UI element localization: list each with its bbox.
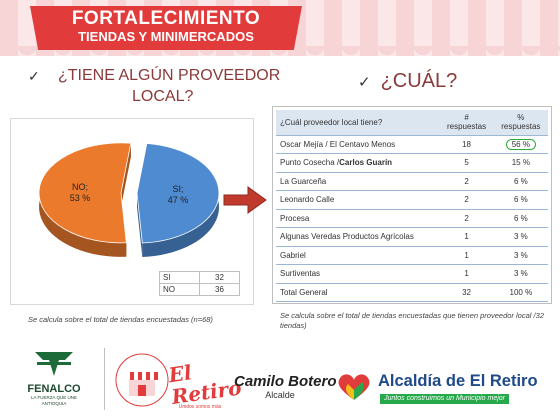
fenalco-tagline: LA FUERZA QUE UNE: [30, 395, 77, 400]
legend-row: NO 36: [159, 283, 240, 296]
provider-count: 1: [439, 246, 494, 265]
page-subtitle: TIENDAS Y MINIMERCADOS: [78, 29, 254, 44]
provider-name: Procesa: [276, 209, 440, 228]
right-question-text: ¿CUÁL?: [380, 70, 458, 92]
provider-name: Surtiventas: [276, 264, 440, 284]
check-icon: ✓: [358, 74, 371, 91]
pie-slice-si: [136, 143, 220, 244]
table-header-row: ¿Cuál proveedor local tiene? # respuestas…: [276, 110, 548, 136]
column-header-count: # respuestas: [439, 110, 494, 136]
provider-count: 5: [439, 153, 494, 173]
fortalecimiento-store-icon: [115, 353, 169, 407]
alcaldia-logo: Alcaldía de El Retiro Juntos construimos…: [334, 370, 549, 410]
table-total-row: Total General 32 100 %: [276, 283, 548, 302]
provider-name: Gabriel: [276, 246, 440, 265]
legend-value: 32: [199, 271, 240, 284]
chart-legend-table: SI 32 NO 36: [159, 271, 240, 296]
total-percent: 100 %: [493, 283, 548, 302]
provider-percent: 56 %: [493, 135, 548, 154]
right-question: ✓ ¿CUÁL?: [358, 70, 457, 93]
provider-count: 2: [439, 209, 494, 228]
total-count: 32: [439, 283, 494, 302]
legend-value: 36: [199, 283, 240, 296]
mayor-name: Camilo Botero: [234, 373, 337, 390]
table-row: Oscar Mejía / El Centavo Menos 18 56 %: [276, 135, 548, 154]
provider-name: Leonardo Calle: [276, 190, 440, 210]
footer-divider: [104, 348, 105, 410]
provider-name: Punto Cosecha /Carlos Guarín: [276, 153, 440, 173]
pie-chart-panel: SI; 47 % NO; 53 % SI 32 NO 36: [10, 118, 254, 305]
providers-table: ¿Cuál proveedor local tiene? # respuestas…: [276, 110, 548, 302]
heart-icon: [338, 374, 370, 400]
camilo-botero-logo: Camilo Botero Alcalde: [234, 373, 337, 401]
table-row: Surtiventas 1 3 %: [276, 264, 548, 284]
provider-count: 1: [439, 227, 494, 247]
slice-label: NO;: [72, 182, 88, 192]
slice-percent-label: 47 %: [168, 195, 189, 205]
column-header-percent: % respuestas: [493, 110, 548, 136]
provider-percent: 15 %: [493, 153, 548, 173]
title-banner: FORTALECIMIENTO TIENDAS Y MINIMERCADOS: [30, 6, 302, 50]
left-footnote: Se calcula sobre el total de tiendas enc…: [28, 315, 213, 324]
fenalco-emblem-icon: [35, 352, 73, 376]
provider-percent: 6 %: [493, 190, 548, 210]
arrow-right-icon: [223, 186, 267, 214]
table-row: Procesa 2 6 %: [276, 209, 548, 228]
column-header-provider: ¿Cuál proveedor local tiene?: [276, 110, 440, 136]
provider-percent: 6 %: [493, 172, 548, 191]
provider-count: 2: [439, 190, 494, 210]
provider-count: 18: [439, 135, 494, 154]
slice-label: SI;: [172, 184, 183, 194]
pie-slice-no: [38, 142, 132, 244]
alcaldia-name: Alcaldía de El Retiro: [378, 372, 538, 390]
left-question-line2: LOCAL?: [132, 88, 194, 105]
table-row: Leonardo Calle 2 6 %: [276, 190, 548, 210]
provider-name: La Guarceña: [276, 172, 440, 191]
pie-chart: SI;47 % NO;53 %: [38, 142, 220, 258]
right-footnote: Se calcula sobre el total de tiendas enc…: [280, 311, 544, 330]
provider-percent: 3 %: [493, 246, 548, 265]
provider-percent: 3 %: [493, 227, 548, 247]
el-retiro-wordmark: El Retiro: [167, 360, 243, 409]
table-row: Algunas Veredas Productos Agrícolas 1 3 …: [276, 227, 548, 247]
table-row: Punto Cosecha /Carlos Guarín 5 15 %: [276, 153, 548, 173]
legend-label: SI: [159, 271, 200, 284]
fenalco-logo: FENALCO LA FUERZA QUE UNE ANTIOQUIA: [24, 350, 84, 407]
total-label: Total General: [276, 283, 440, 302]
fenalco-region: ANTIOQUIA: [41, 401, 67, 406]
el-retiro-logo: El Retiro Unidos somos más: [167, 360, 243, 410]
provider-percent: 3 %: [493, 264, 548, 284]
highlight-circle: 56 %: [505, 138, 536, 150]
provider-name: Algunas Veredas Productos Agrícolas: [276, 227, 440, 247]
table-row: La Guarceña 2 6 %: [276, 172, 548, 191]
slice-percent-label: 53 %: [70, 193, 91, 203]
table-row: Gabriel 1 3 %: [276, 246, 548, 265]
alcaldia-slogan: Juntos construimos un Municipio mejor: [380, 394, 509, 404]
left-question-line1: ¿TIENE ALGÚN PROVEEDOR: [58, 67, 281, 84]
legend-row: SI 32: [159, 271, 240, 284]
awning-scallop: [0, 46, 560, 64]
legend-label: NO: [159, 283, 200, 296]
provider-percent: 6 %: [493, 209, 548, 228]
provider-count: 2: [439, 172, 494, 191]
provider-name: Oscar Mejía / El Centavo Menos: [276, 135, 440, 154]
provider-count: 1: [439, 264, 494, 284]
check-icon: ✓: [28, 68, 40, 84]
mayor-role: Alcalde: [265, 390, 295, 400]
fenalco-name: FENALCO: [27, 383, 81, 395]
pie-slice-cut: [136, 143, 147, 258]
el-retiro-slogan: Unidos somos más: [178, 404, 222, 410]
providers-table-panel: ¿Cuál proveedor local tiene? # respuestas…: [272, 106, 552, 304]
page-title: FORTALECIMIENTO: [71, 8, 261, 29]
